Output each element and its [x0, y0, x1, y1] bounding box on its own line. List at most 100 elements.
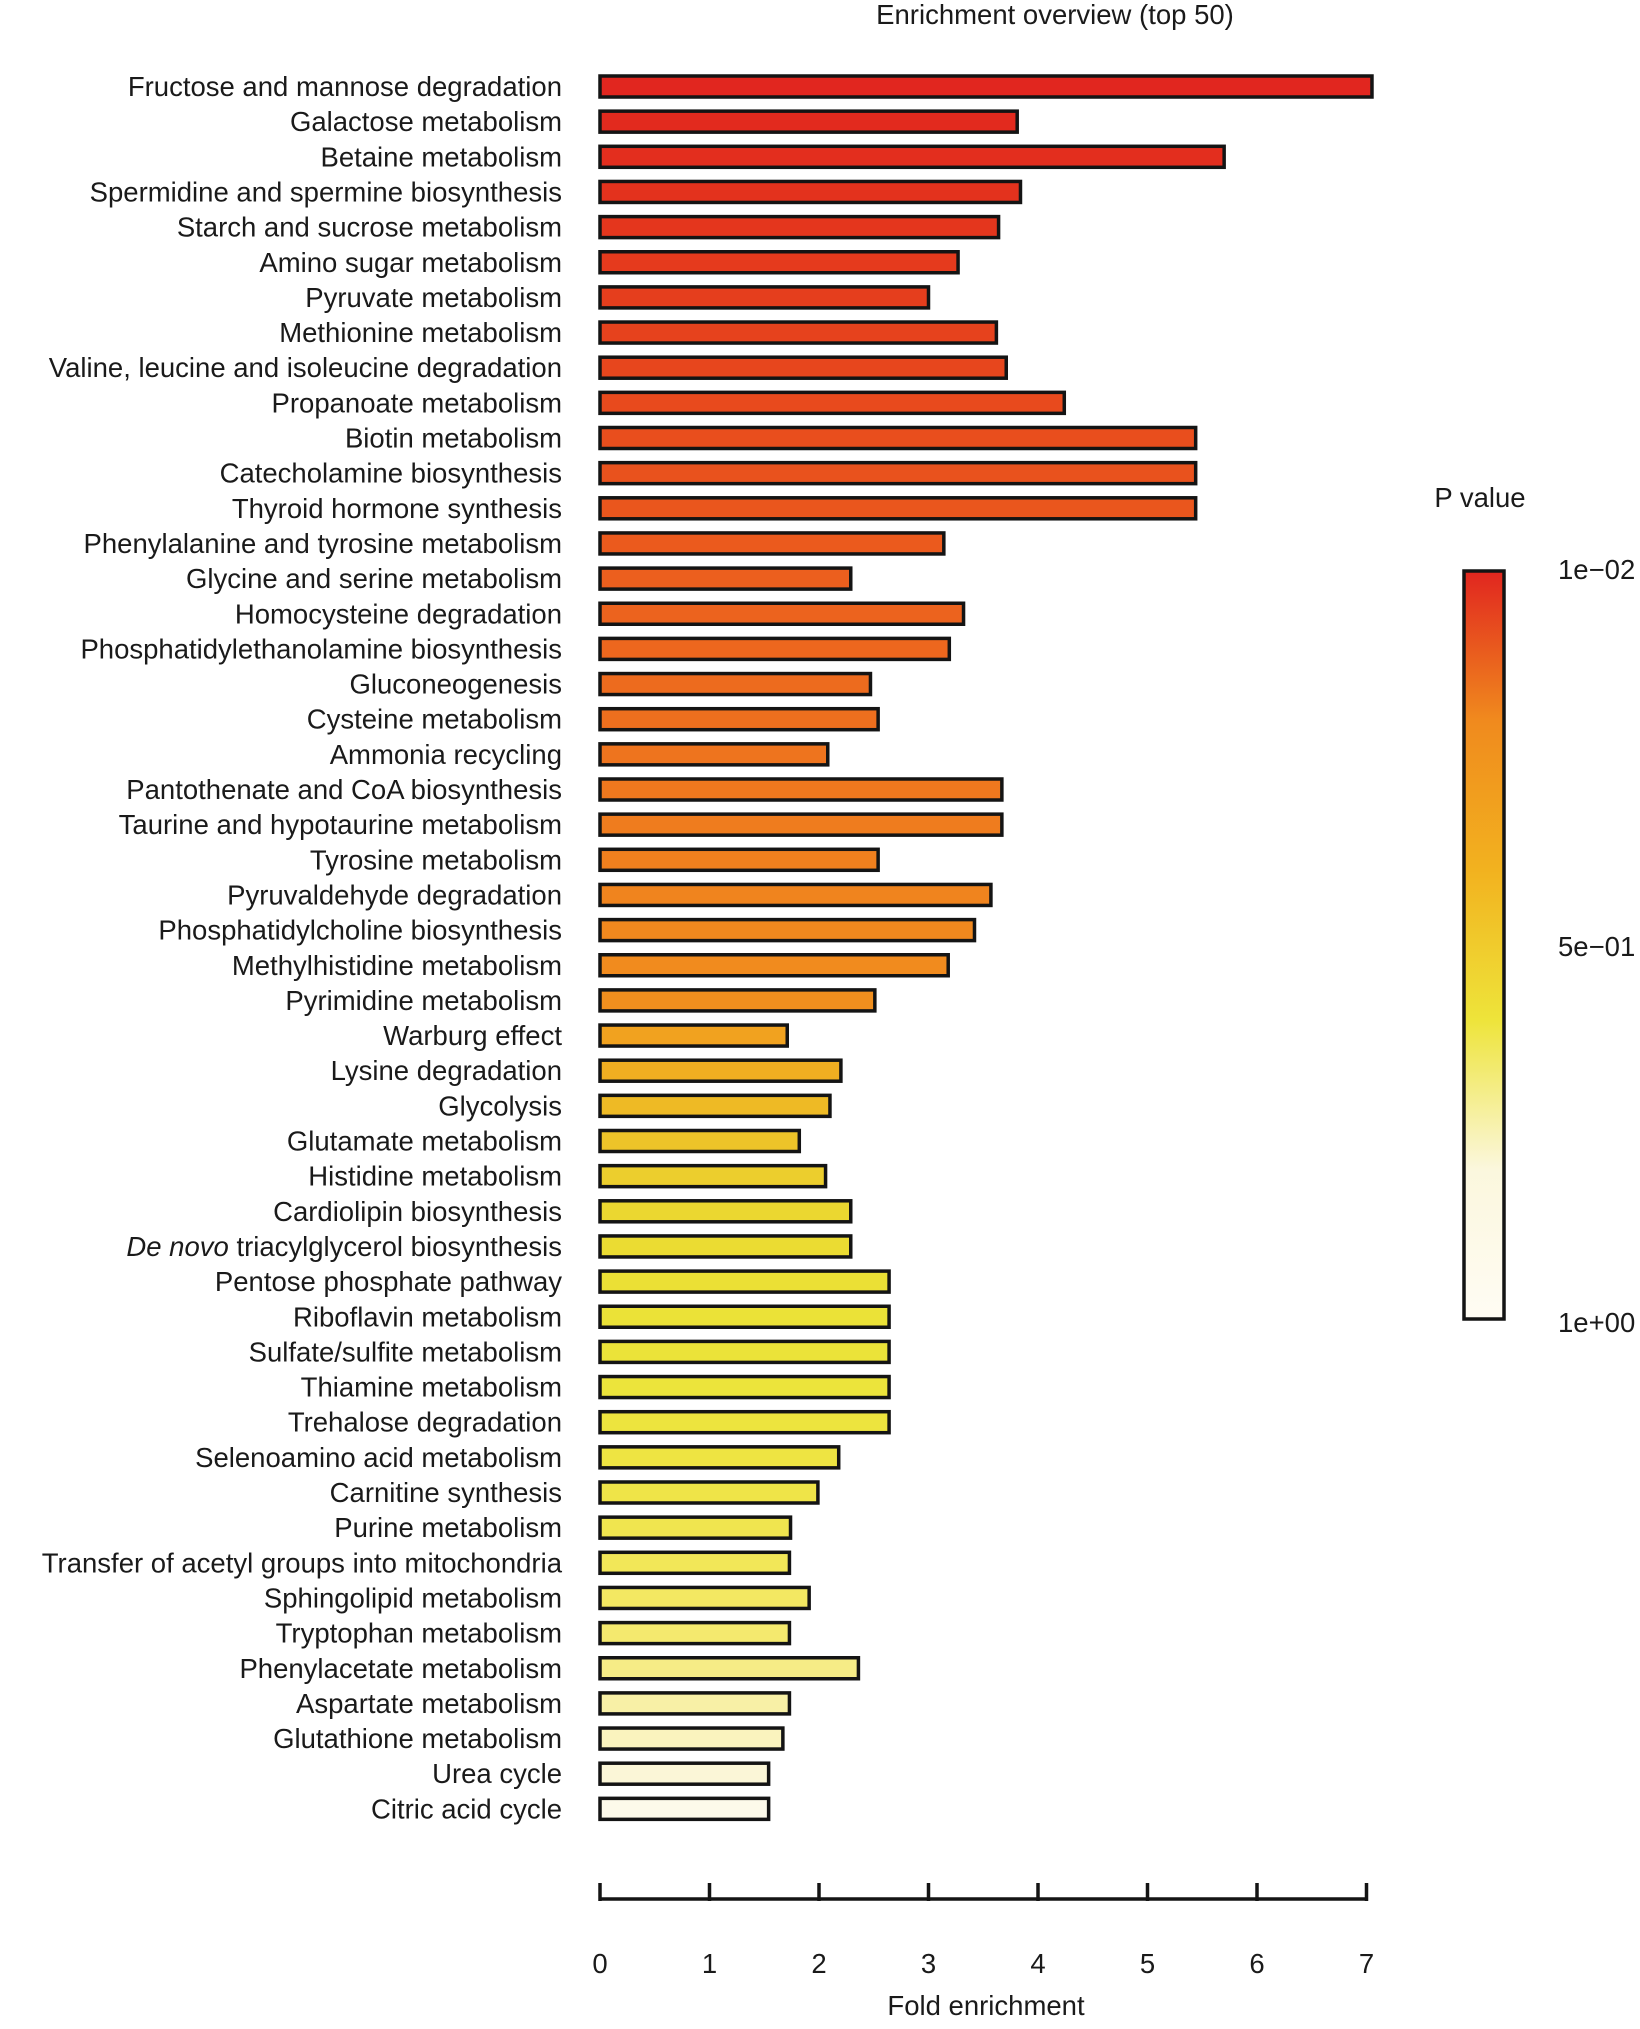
category-label: Amino sugar metabolism — [259, 247, 562, 278]
x-tick-label: 3 — [921, 1948, 936, 1979]
bar — [598, 355, 1008, 380]
legend-tick-label: 1e+00 — [1558, 1307, 1635, 1338]
p-value-legend: P value 1e−02 5e−01 1e+00 — [1434, 482, 1635, 1338]
category-label: Histidine metabolism — [308, 1161, 562, 1192]
x-tick-label: 0 — [592, 1948, 607, 1979]
category-label: Catecholamine biosynthesis — [220, 458, 562, 489]
x-tick-label: 5 — [1140, 1948, 1155, 1979]
category-label: Biotin metabolism — [345, 423, 562, 454]
bar — [598, 601, 966, 626]
bar — [598, 1691, 792, 1716]
bar — [598, 1234, 853, 1259]
category-label: Glycolysis — [438, 1090, 562, 1121]
bar — [598, 1480, 820, 1505]
category-label: Aspartate metabolism — [296, 1688, 562, 1719]
bar — [598, 1128, 802, 1154]
x-ticks: 0 1 2 3 4 5 6 7 — [592, 1883, 1374, 1979]
bar — [598, 706, 880, 732]
x-tick-label: 6 — [1249, 1948, 1264, 1979]
bar — [598, 1445, 841, 1470]
category-label: Cardiolipin biosynthesis — [273, 1196, 562, 1227]
bar — [598, 566, 853, 591]
category-label: Glycine and serine metabolism — [186, 563, 562, 594]
bar — [598, 285, 931, 310]
category-label: Phenylacetate metabolism — [239, 1653, 562, 1684]
category-label: Pantothenate and CoA biosynthesis — [126, 774, 562, 805]
bar — [598, 179, 1023, 205]
category-label: De novo triacylglycerol biosynthesis — [126, 1231, 562, 1262]
category-label: Methylhistidine metabolism — [232, 950, 562, 981]
category-label: Cysteine metabolism — [307, 704, 562, 735]
bar — [598, 531, 946, 556]
bar — [598, 214, 1001, 240]
category-label: Urea cycle — [432, 1758, 562, 1789]
category-label: Sulfate/sulfite metabolism — [249, 1336, 562, 1367]
category-label: Purine metabolism — [334, 1512, 562, 1543]
bar — [598, 1023, 789, 1048]
bar — [598, 917, 977, 943]
bar — [598, 425, 1198, 451]
x-tick-label: 4 — [1030, 1948, 1045, 1979]
bar — [598, 1058, 843, 1083]
bar — [598, 144, 1226, 170]
p-value-color-scale — [1462, 569, 1506, 1321]
category-label: Gluconeogenesis — [349, 669, 562, 700]
category-label: Thyroid hormone synthesis — [232, 493, 562, 524]
legend-ticks: 1e−02 5e−01 1e+00 — [1558, 554, 1635, 1338]
category-label: Betaine metabolism — [320, 141, 562, 172]
bar — [598, 1374, 891, 1400]
bar — [598, 882, 993, 908]
category-label: Trehalose degradation — [288, 1407, 562, 1438]
category-label: Lysine degradation — [331, 1055, 562, 1086]
x-tick-label: 2 — [811, 1948, 826, 1979]
category-label: Carnitine synthesis — [330, 1477, 562, 1508]
bar — [598, 847, 880, 873]
category-label: Pyruvaldehyde degradation — [227, 879, 562, 910]
category-label: Thiamine metabolism — [301, 1372, 562, 1403]
category-labels: Fructose and mannose degradation Galactos… — [42, 71, 563, 1824]
category-label: Propanoate metabolism — [272, 387, 562, 418]
bar — [598, 1620, 792, 1646]
bar — [598, 1585, 811, 1611]
category-label: Ammonia recycling — [330, 739, 562, 770]
bar — [598, 74, 1374, 99]
category-label: Taurine and hypotaurine metabolism — [119, 809, 562, 840]
category-label: Selenoamino acid metabolism — [195, 1442, 562, 1473]
category-label: Pentose phosphate pathway — [215, 1266, 562, 1297]
bar — [598, 636, 952, 662]
bar — [598, 390, 1067, 416]
bar — [598, 1163, 828, 1189]
bar — [598, 1515, 793, 1540]
legend-title: P value — [1434, 482, 1525, 513]
bar — [598, 1726, 785, 1751]
bar — [598, 1550, 792, 1576]
category-label: Citric acid cycle — [371, 1793, 562, 1824]
category-label: Phosphatidylcholine biosynthesis — [158, 915, 562, 946]
bar — [598, 671, 873, 697]
category-label: Phosphatidylethanolamine biosynthesis — [80, 633, 562, 664]
category-label: Warburg effect — [383, 1020, 562, 1051]
category-label: Riboflavin metabolism — [293, 1301, 562, 1332]
bar — [598, 1656, 861, 1681]
bar — [598, 1339, 891, 1365]
bar — [598, 320, 999, 345]
bar — [598, 1093, 832, 1119]
category-label: Tyrosine metabolism — [310, 844, 562, 875]
bar — [598, 777, 1004, 802]
bar — [598, 1761, 771, 1786]
bar — [598, 812, 1004, 837]
x-tick-label: 1 — [702, 1948, 717, 1979]
category-label: Glutathione metabolism — [273, 1723, 562, 1754]
bar — [598, 1199, 853, 1224]
chart-title: Enrichment overview (top 50) — [876, 0, 1234, 30]
bar — [598, 988, 877, 1013]
category-label: Sphingolipid metabolism — [264, 1582, 562, 1613]
bar — [598, 953, 950, 978]
bar — [598, 250, 960, 275]
bar — [598, 1304, 891, 1329]
category-label: Valine, leucine and isoleucine degradati… — [49, 352, 562, 383]
category-label: Galactose metabolism — [290, 106, 562, 137]
bars — [598, 74, 1374, 1822]
